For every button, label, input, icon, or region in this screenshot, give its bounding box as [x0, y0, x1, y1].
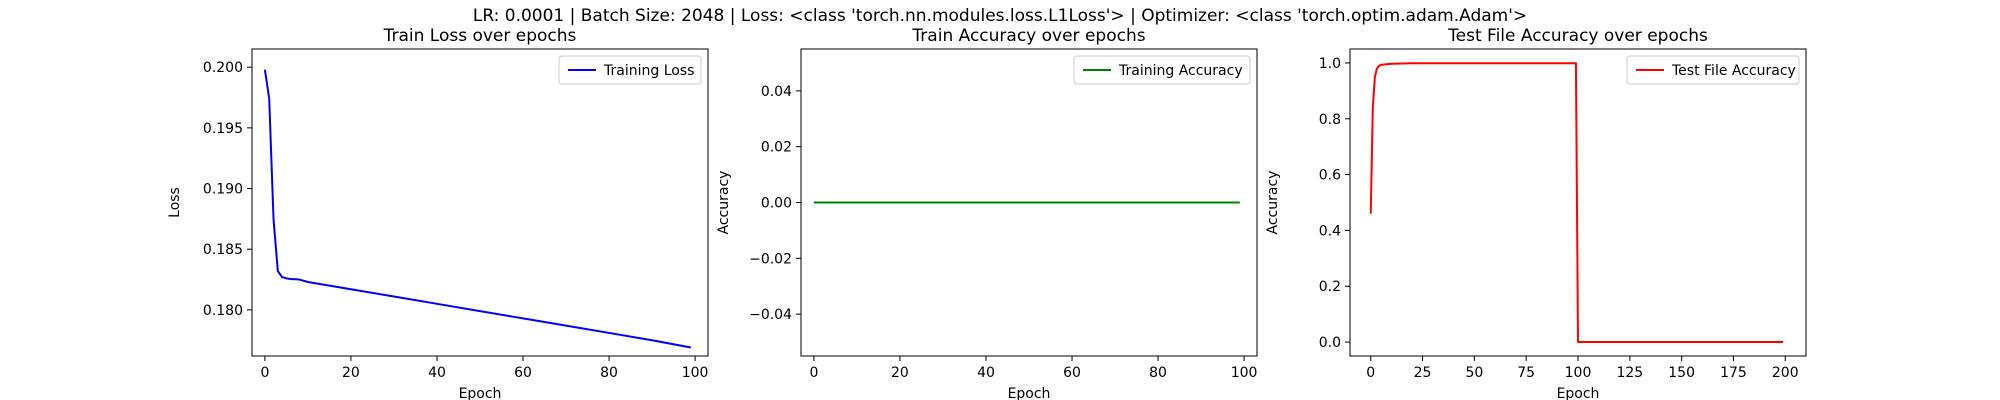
y-tick-label: −0.04: [749, 307, 792, 323]
y-tick-label: 0.04: [761, 84, 792, 100]
y-tick-label: 0.4: [1319, 223, 1341, 239]
x-tick-label: 200: [1772, 365, 1799, 381]
x-tick-label: 0: [809, 365, 818, 381]
subplot-train-accuracy: Train Accuracy over epochs Epoch Accurac…: [716, 26, 1258, 400]
x-tick-label: 80: [600, 365, 618, 381]
y-axis-label: Accuracy: [1265, 171, 1281, 235]
y-tick-label: 0.0: [1319, 335, 1341, 351]
x-tick-label: 0: [1366, 365, 1375, 381]
axes-frame: [251, 48, 709, 357]
y-tick-label: 0.02: [761, 140, 792, 156]
y-tick-label: 0.8: [1319, 112, 1341, 128]
legend: Training Accuracy: [1073, 55, 1251, 85]
x-axis-label: Epoch: [459, 386, 502, 400]
legend-label: Training Loss: [603, 63, 694, 79]
x-tick-label: 60: [1063, 365, 1081, 381]
x-tick-label: 175: [1720, 365, 1747, 381]
y-tick-label: −0.02: [749, 251, 792, 267]
x-tick-label: 50: [1465, 365, 1483, 381]
legend-label: Training Accuracy: [1118, 63, 1243, 79]
x-tick-label: 100: [682, 365, 709, 381]
x-axis-label: Epoch: [1008, 386, 1051, 400]
legend: Training Loss: [558, 55, 702, 85]
y-tick-label: 1.0: [1319, 56, 1341, 72]
x-tick-label: 150: [1668, 365, 1695, 381]
subplot-train-loss: Train Loss over epochs Epoch Loss 0 20 40 6…: [167, 26, 709, 400]
x-tick-label: 100: [1565, 365, 1592, 381]
y-tick-label: 0.200: [203, 60, 243, 76]
subplot-title: Test File Accuracy over epochs: [1447, 26, 1708, 46]
y-axis-label: Accuracy: [716, 171, 732, 235]
x-tick-label: 80: [1149, 365, 1167, 381]
x-tick-label: 125: [1616, 365, 1643, 381]
subplot-title: Train Accuracy over epochs: [911, 26, 1145, 46]
subplot-test-file-accuracy: Test File Accuracy over epochs Epoch Acc…: [1265, 26, 1807, 400]
subplot-title: Train Loss over epochs: [383, 26, 577, 46]
legend-box: [1073, 55, 1251, 85]
x-tick-label: 20: [891, 365, 909, 381]
y-tick-label: 0.00: [761, 196, 792, 212]
y-tick-label: 0.195: [203, 121, 243, 137]
x-tick-label: 40: [428, 365, 446, 381]
x-tick-label: 40: [977, 365, 995, 381]
x-tick-label: 100: [1231, 365, 1258, 381]
legend-box: [558, 55, 702, 85]
legend: Test File Accuracy: [1626, 55, 1800, 85]
y-tick-label: 0.180: [203, 303, 243, 319]
x-tick-label: 20: [342, 365, 360, 381]
plot-area: 0 25 50 75 100 125 150 175 200 0.0 0.2 0.4 0.6 0.8 1.0: [1319, 48, 1807, 381]
y-tick-label: 0.185: [203, 242, 243, 258]
y-tick-label: 0.2: [1319, 279, 1341, 295]
plot-area: 0 20 40 60 80 100 −0.04 −0.02 0.00 0.02 0.04: [749, 48, 1258, 381]
x-tick-label: 0: [260, 365, 269, 381]
series-line: [1369, 62, 1784, 344]
y-tick-label: 0.6: [1319, 168, 1341, 184]
series-line: [263, 69, 691, 349]
x-tick-label: 25: [1414, 365, 1432, 381]
legend-label: Test File Accuracy: [1671, 63, 1796, 79]
y-tick-label: 0.190: [203, 182, 243, 198]
figure-suptitle: LR: 0.0001 | Batch Size: 2048 | Loss: <c…: [473, 6, 1527, 26]
x-tick-label: 60: [514, 365, 532, 381]
legend-box: [1626, 55, 1800, 85]
y-axis-label: Loss: [167, 187, 183, 218]
x-tick-label: 75: [1517, 365, 1535, 381]
x-axis-label: Epoch: [1557, 386, 1600, 400]
plot-area: 0 20 40 60 80 100 0.180 0.185 0.190 0.195 0.200: [203, 48, 709, 381]
